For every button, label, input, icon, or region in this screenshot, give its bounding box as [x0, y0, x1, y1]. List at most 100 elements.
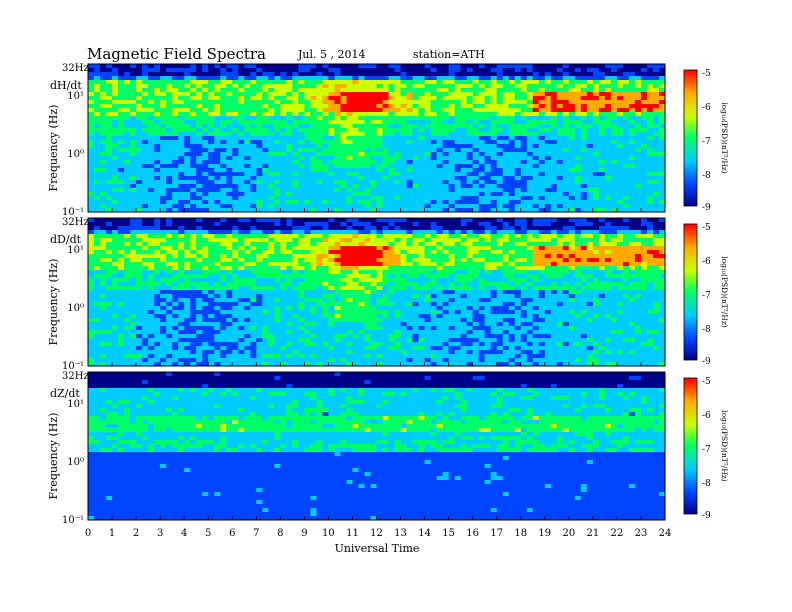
spectrogram-cell	[460, 108, 468, 113]
spectrogram-cell	[274, 290, 281, 295]
spectrogram-cell	[142, 346, 149, 351]
spectrogram-cell	[256, 294, 263, 299]
spectrogram-cell	[178, 128, 185, 133]
spectrogram-cell	[148, 132, 155, 137]
spectrogram-cell	[436, 92, 444, 97]
spectrogram-cell	[568, 64, 576, 69]
spectrogram-cell	[238, 354, 245, 359]
spectrogram-cell	[166, 326, 173, 331]
spectrogram-cell	[430, 152, 437, 157]
spectrogram-cell	[604, 140, 612, 145]
spectrogram-cell	[364, 184, 371, 189]
spectrogram-cell	[106, 302, 113, 307]
spectrogram-cell	[160, 184, 167, 189]
spectrogram-cell	[184, 64, 191, 69]
spectrogram-cell	[466, 148, 474, 153]
spectrogram-cell	[418, 140, 425, 145]
spectrogram-cell	[106, 218, 113, 223]
spectrogram-cell	[214, 156, 221, 161]
spectrogram-cell	[118, 132, 125, 137]
spectrogram-cell	[310, 218, 317, 223]
spectrogram-cell	[226, 290, 233, 295]
spectrogram-cell	[538, 88, 546, 93]
spectrogram-cell	[262, 204, 269, 209]
spectrogram-cell	[256, 234, 263, 239]
spectrogram-cell	[190, 234, 197, 239]
spectrogram-cell	[106, 192, 113, 197]
spectrogram-cell	[136, 80, 143, 85]
spectrogram-cell	[334, 196, 341, 201]
spectrogram-cell	[586, 152, 594, 157]
spectrogram-cell	[178, 238, 185, 243]
spectrogram-cell	[166, 156, 173, 161]
spectrogram-cell	[136, 68, 143, 73]
spectrogram-cell	[634, 116, 642, 121]
spectrogram-cell	[304, 152, 311, 157]
spectrogram-cell	[358, 124, 365, 129]
spectrogram-cell	[370, 132, 377, 137]
spectrogram-cell	[304, 148, 311, 153]
spectrogram-cell	[424, 120, 431, 125]
spectrogram-cell	[646, 176, 654, 181]
spectrogram-cell	[118, 322, 125, 327]
spectrogram-cell	[160, 354, 167, 359]
spectrogram-cell	[268, 88, 275, 93]
spectrogram-cell	[256, 96, 263, 101]
spectrogram-cell	[430, 92, 437, 97]
spectrogram-cell	[232, 322, 239, 327]
spectrogram-cell	[304, 84, 311, 89]
spectrogram-cell	[634, 140, 642, 145]
spectrogram-cell	[568, 76, 576, 81]
spectrogram-cell	[496, 116, 504, 121]
spectrogram-cell	[100, 358, 107, 363]
spectrogram-cell	[424, 136, 431, 141]
spectrogram-cell	[550, 96, 558, 101]
spectrogram-cell	[166, 100, 173, 105]
spectrogram-cell	[382, 92, 389, 97]
spectrogram-cell	[460, 104, 468, 109]
spectrogram-cell	[208, 238, 215, 243]
spectrogram-cell	[532, 208, 540, 213]
spectrogram-cell	[196, 262, 203, 267]
spectrogram-cell	[382, 108, 389, 113]
spectrogram-cell	[658, 140, 666, 145]
spectrogram-cell	[166, 204, 173, 209]
spectrogram-cell	[166, 338, 173, 343]
spectrogram-cell	[346, 80, 353, 85]
spectrogram-cell	[262, 294, 269, 299]
spectrogram-cell	[370, 180, 377, 185]
spectrogram-cell	[292, 148, 299, 153]
spectrogram-cell	[124, 68, 131, 73]
spectrogram-cell	[178, 156, 185, 161]
spectrogram-cell	[526, 72, 534, 77]
spectrogram-cell	[256, 72, 263, 77]
spectrogram-cell	[130, 330, 137, 335]
spectrogram-cell	[538, 176, 546, 181]
spectrogram-cell	[184, 346, 191, 351]
spectrogram-cell	[286, 330, 293, 335]
spectrogram-cell	[502, 176, 510, 181]
spectrogram-cell	[556, 208, 564, 213]
spectrogram-cell	[274, 298, 281, 303]
spectrogram-cell	[478, 172, 486, 177]
spectrogram-cell	[268, 298, 275, 303]
spectrogram-cell	[256, 286, 263, 291]
spectrogram-cell	[196, 218, 203, 223]
spectrogram-cell	[430, 120, 437, 125]
spectrogram-cell	[514, 76, 522, 81]
spectrogram-cell	[214, 112, 221, 117]
figure-title: Magnetic Field Spectra	[87, 45, 266, 63]
spectrogram-cell	[130, 342, 137, 347]
spectrogram-cell	[88, 346, 95, 351]
spectrogram-cell	[100, 136, 107, 141]
spectrogram-cell	[148, 184, 155, 189]
spectrogram-cell	[652, 72, 660, 77]
spectrogram-cell	[460, 176, 468, 181]
spectrogram-cell	[304, 128, 311, 133]
spectrogram-cell	[400, 132, 407, 137]
spectrogram-cell	[214, 108, 221, 113]
spectrogram-cell	[466, 76, 474, 81]
spectrogram-cell	[280, 290, 287, 295]
spectrogram-cell	[184, 246, 191, 251]
spectrogram-cell	[256, 92, 263, 97]
